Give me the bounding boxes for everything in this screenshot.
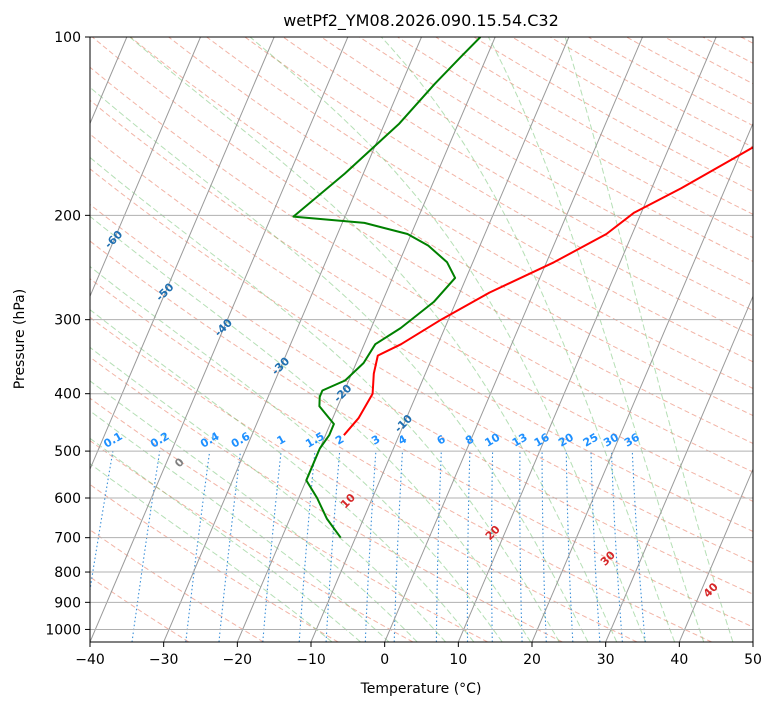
x-tick-label: −10 [296,652,326,668]
temperature-profile-line [343,146,753,436]
plot-area: -100-90-80-70-60-50-40-30-20-100.10.20.4… [90,37,753,642]
dry-adiabat-line [90,483,339,642]
moist-adiabats [90,37,734,642]
isotherm-line [90,37,275,471]
dry-adiabat-line [90,66,753,473]
moist-adiabat-line [380,37,676,642]
dry-adiabat-line [320,37,753,287]
moist-adiabat-line [90,215,532,642]
y-tick-label: 700 [54,531,81,547]
moist-adiabat-line [90,463,333,642]
isotherm-line [310,37,570,642]
chart-title: wetPf2_YM08.2026.090.15.54.C32 [283,11,559,31]
x-tick-label: 30 [597,652,615,668]
isotherm-line [457,37,717,642]
dry-adiabat-line [90,133,753,533]
isotherm-line [605,295,753,642]
dry-adiabat-line [90,168,753,563]
profile-series [292,37,753,539]
isotherm-line [90,37,201,298]
moist-adiabat-line [90,156,560,642]
moist-adiabat-line [90,380,418,642]
moist-adiabat-line [249,37,647,642]
x-tick-label: 40 [670,652,688,668]
moist-adiabat-line [90,86,589,642]
y-tick-label: 200 [54,208,81,224]
dry-adiabat-line [244,37,753,337]
dry-adiabat-line [90,440,414,642]
y-axis-ticks: 1000 900 800 700 600 500 400 300 200 100 [45,30,90,638]
isotherm-line [384,37,643,642]
y-tick-label: 500 [54,444,81,460]
x-tick-label: −40 [75,652,105,668]
moist-adiabat-line [564,37,734,642]
y-tick-label: 900 [54,595,81,611]
dry-adiabat-line [90,529,264,642]
dewpoint-profile-line [292,37,482,539]
mixing-ratio-line [218,451,242,642]
isotherms [90,37,753,642]
y-tick-label: 600 [54,491,81,507]
x-tick-label: 50 [744,652,762,668]
x-tick-label: 10 [449,652,467,668]
moist-adiabat-line [487,37,705,642]
y-tick-label: 300 [54,313,81,329]
y-tick-label: 800 [54,565,81,581]
x-axis-ticks: −40 −30 −20 −10 0 10 20 30 40 50 [75,642,762,668]
moist-adiabat-line [90,265,503,642]
y-tick-label: 100 [54,30,81,46]
moist-adiabat-line [90,437,361,642]
isotherm-line [163,37,422,642]
mixing-ratio-line [90,451,114,594]
dry-adiabat-line [511,37,753,170]
mixing-ratio-line [185,451,211,642]
y-tick-label: 1000 [45,622,81,638]
mixing-ratio-line [131,451,161,642]
moist-adiabat-line [90,309,475,642]
x-tick-label: 0 [380,652,389,668]
isotherm-line [236,37,496,642]
x-tick-label: 20 [523,652,541,668]
moist-adiabat-line [90,410,390,642]
isotherm-line [531,122,753,642]
moist-adiabat-line [90,346,446,642]
x-tick-label: −30 [149,652,179,668]
dry-adiabat-line [130,37,753,417]
x-tick-label: −20 [223,652,253,668]
mixing-ratio-lines [90,451,646,642]
isotherm-line [90,37,349,642]
pressure-gridlines [90,37,753,630]
x-axis-label: Temperature (°C) [360,681,482,697]
dry-adiabat-line [206,37,753,363]
dry-adiabats [90,37,753,642]
dry-adiabat-line [90,203,753,595]
isotherm-line [678,467,753,642]
dry-adiabat-line [359,37,753,262]
y-tick-label: 400 [54,387,81,403]
moist-adiabat-line [128,37,618,642]
dry-adiabat-line [90,278,712,642]
dry-adiabat-line [473,37,753,192]
dry-adiabat-line [90,240,753,628]
y-axis-label: Pressure (hPa) [12,289,28,389]
plot-frame [89,36,754,643]
